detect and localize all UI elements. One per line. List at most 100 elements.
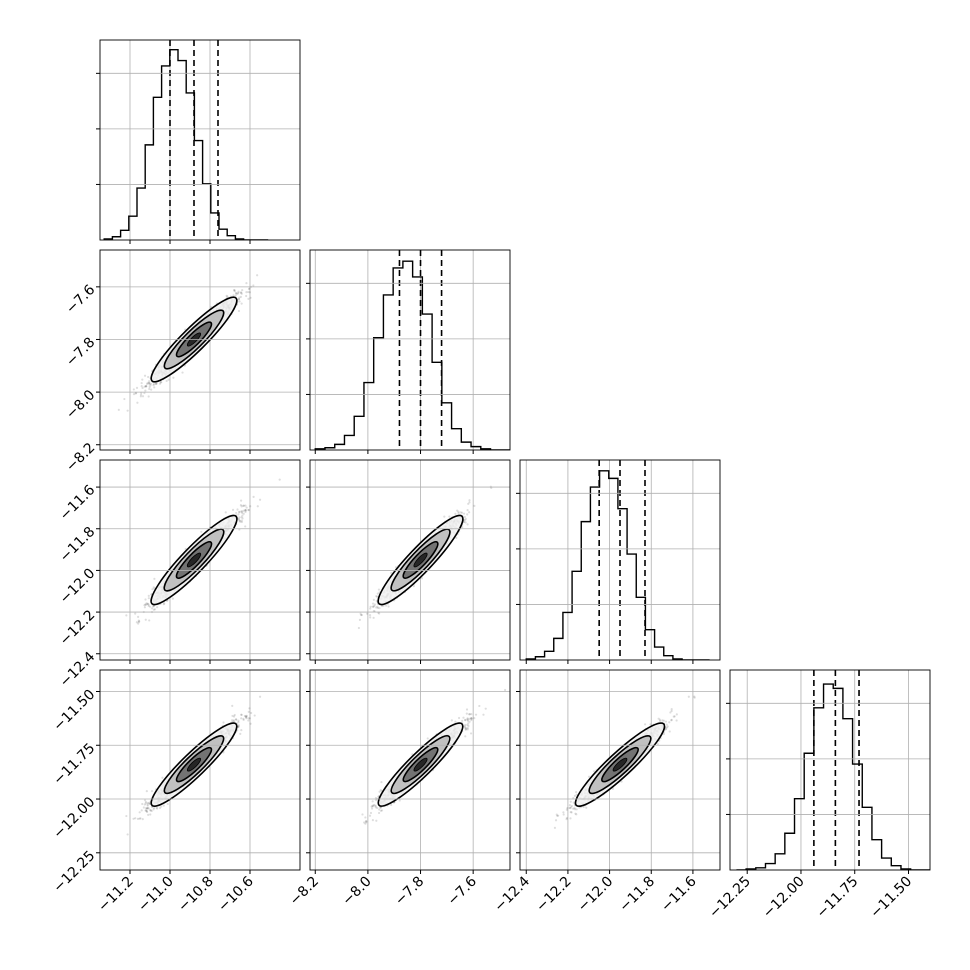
scatter-point bbox=[150, 388, 153, 391]
scatter-point bbox=[238, 516, 241, 519]
histogram-bar bbox=[442, 403, 452, 450]
scatter-point bbox=[155, 382, 158, 385]
scatter-point bbox=[145, 385, 148, 388]
y-tick-label: −12.0 bbox=[57, 565, 99, 607]
scatter-point bbox=[238, 510, 241, 513]
scatter-point bbox=[372, 605, 375, 608]
scatter-point bbox=[123, 397, 126, 401]
scatter-point bbox=[141, 395, 145, 398]
scatter-point bbox=[224, 511, 227, 514]
scatter-point bbox=[117, 408, 120, 411]
scatter-point bbox=[237, 297, 241, 301]
histogram-bar bbox=[374, 338, 384, 450]
scatter-point bbox=[137, 619, 140, 622]
histogram-step bbox=[314, 260, 510, 450]
scatter-point bbox=[443, 515, 446, 518]
scatter-point bbox=[140, 385, 143, 388]
scatter-point bbox=[137, 622, 140, 625]
histogram-step bbox=[103, 49, 269, 240]
scatter-point bbox=[375, 606, 378, 609]
scatter-point bbox=[468, 499, 471, 502]
scatter-point bbox=[247, 287, 251, 291]
scatter-point bbox=[147, 382, 151, 385]
scatter-point bbox=[373, 603, 377, 606]
scatter-point bbox=[371, 605, 374, 608]
scatter-point bbox=[148, 385, 151, 389]
scatter-point bbox=[152, 383, 155, 387]
scatter-point bbox=[241, 517, 244, 520]
scatter-point bbox=[232, 289, 236, 292]
scatter-point bbox=[240, 510, 244, 513]
histogram-bar bbox=[194, 141, 202, 240]
panel-frame bbox=[309, 249, 511, 451]
scatter-point bbox=[151, 588, 154, 591]
scatter-point bbox=[135, 386, 139, 389]
scatter-point bbox=[238, 511, 241, 514]
scatter-point bbox=[249, 296, 252, 299]
scatter-point bbox=[464, 517, 467, 521]
scatter-point bbox=[372, 616, 375, 619]
scatter-point bbox=[235, 291, 238, 295]
scatter-point bbox=[236, 508, 239, 511]
scatter-point bbox=[147, 395, 150, 398]
scatter-point bbox=[147, 594, 150, 597]
scatter-point bbox=[148, 383, 151, 386]
panel-frame bbox=[99, 39, 301, 241]
scatter-point bbox=[139, 393, 143, 396]
panel-frame bbox=[99, 249, 301, 451]
scatter-point bbox=[140, 381, 143, 385]
scatter-point bbox=[240, 292, 243, 295]
scatter-point bbox=[390, 571, 393, 575]
scatter-point bbox=[466, 513, 469, 516]
scatter-point bbox=[134, 392, 137, 395]
scatter-panel-2-0 bbox=[96, 459, 301, 664]
scatter-point bbox=[420, 577, 424, 580]
scatter-point bbox=[132, 388, 135, 391]
scatter-point bbox=[240, 520, 243, 524]
histogram-bar bbox=[121, 230, 129, 240]
scatter-point bbox=[454, 512, 457, 515]
scatter-point bbox=[158, 382, 162, 385]
scatter-point bbox=[144, 618, 147, 621]
scatter-point bbox=[171, 597, 175, 600]
scatter-point bbox=[460, 511, 464, 514]
y-tick-label: −7.6 bbox=[63, 282, 98, 317]
scatter-point bbox=[240, 516, 243, 519]
scatter-point bbox=[245, 294, 248, 298]
scatter-point bbox=[147, 603, 150, 606]
histogram-panel-0 bbox=[96, 39, 301, 244]
scatter-point bbox=[256, 505, 259, 508]
scatter-point bbox=[139, 395, 142, 398]
scatter-point bbox=[376, 605, 379, 608]
scatter-point bbox=[232, 294, 235, 297]
scatter-point bbox=[376, 606, 380, 610]
scatter-point bbox=[240, 505, 243, 508]
scatter-point bbox=[242, 504, 246, 507]
scatter-point bbox=[247, 508, 250, 512]
scatter-point bbox=[149, 382, 152, 385]
scatter-point bbox=[238, 519, 241, 522]
y-tick-label: −11.6 bbox=[57, 482, 99, 524]
scatter-point bbox=[143, 374, 147, 377]
scatter-point bbox=[156, 606, 159, 609]
scatter-point bbox=[394, 566, 398, 569]
scatter-point bbox=[237, 298, 240, 301]
histogram-bar bbox=[170, 50, 178, 240]
scatter-point bbox=[468, 501, 471, 504]
scatter-point bbox=[146, 602, 149, 606]
scatter-point bbox=[248, 287, 251, 290]
scatter-point bbox=[375, 599, 378, 602]
scatter-point bbox=[244, 504, 247, 507]
scatter-point bbox=[226, 295, 229, 298]
scatter-point bbox=[237, 291, 240, 295]
histogram-bar bbox=[422, 314, 432, 450]
scatter-point bbox=[153, 577, 156, 580]
scatter-point bbox=[378, 612, 381, 615]
histogram-bar bbox=[186, 93, 194, 240]
histogram-bar bbox=[203, 184, 211, 240]
y-tick-label: −8.0 bbox=[63, 387, 98, 422]
scatter-panel-2-1 bbox=[306, 459, 511, 664]
scatter-point bbox=[244, 525, 247, 528]
scatter-point bbox=[245, 506, 248, 509]
scatter-point bbox=[368, 613, 372, 617]
